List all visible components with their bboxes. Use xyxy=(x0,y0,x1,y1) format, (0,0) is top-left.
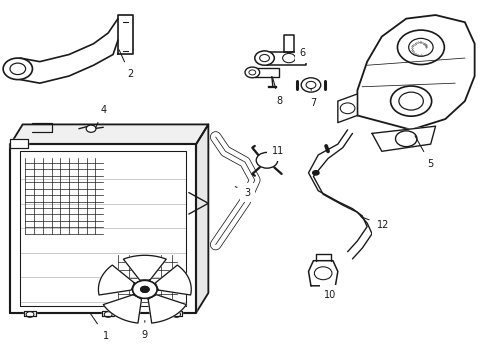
Circle shape xyxy=(397,30,444,64)
Text: 3: 3 xyxy=(235,186,250,198)
Polygon shape xyxy=(255,68,279,77)
Polygon shape xyxy=(338,94,357,123)
Circle shape xyxy=(256,152,278,168)
Polygon shape xyxy=(103,295,142,323)
Text: 11: 11 xyxy=(270,146,284,156)
Circle shape xyxy=(140,286,150,293)
Polygon shape xyxy=(98,265,134,295)
Polygon shape xyxy=(102,311,114,316)
Polygon shape xyxy=(196,125,208,313)
Text: 2: 2 xyxy=(119,50,133,79)
Polygon shape xyxy=(309,261,338,286)
Circle shape xyxy=(133,280,157,298)
Polygon shape xyxy=(10,139,27,148)
Text: 8: 8 xyxy=(272,78,282,106)
Circle shape xyxy=(255,51,274,65)
Polygon shape xyxy=(10,144,196,313)
Polygon shape xyxy=(284,35,294,51)
Text: 1: 1 xyxy=(90,313,109,341)
Text: 7: 7 xyxy=(310,89,317,108)
Circle shape xyxy=(301,78,321,92)
Polygon shape xyxy=(20,19,118,83)
Circle shape xyxy=(86,125,96,132)
Polygon shape xyxy=(10,125,208,144)
Text: 9: 9 xyxy=(142,320,148,340)
Circle shape xyxy=(245,67,260,78)
Text: 5: 5 xyxy=(415,136,434,169)
Circle shape xyxy=(140,286,150,293)
Circle shape xyxy=(395,131,417,147)
Text: 6: 6 xyxy=(298,48,306,58)
Text: 10: 10 xyxy=(324,288,337,300)
Circle shape xyxy=(3,58,32,80)
Polygon shape xyxy=(372,126,436,151)
Polygon shape xyxy=(357,15,475,130)
Circle shape xyxy=(391,86,432,116)
Polygon shape xyxy=(24,311,36,316)
Circle shape xyxy=(312,170,320,176)
Polygon shape xyxy=(123,255,166,280)
Text: 12: 12 xyxy=(361,217,389,230)
Polygon shape xyxy=(267,51,306,64)
Polygon shape xyxy=(155,265,191,295)
Polygon shape xyxy=(171,311,182,316)
Polygon shape xyxy=(118,15,133,54)
Text: 4: 4 xyxy=(96,105,106,128)
Polygon shape xyxy=(148,295,186,323)
Circle shape xyxy=(133,280,157,298)
